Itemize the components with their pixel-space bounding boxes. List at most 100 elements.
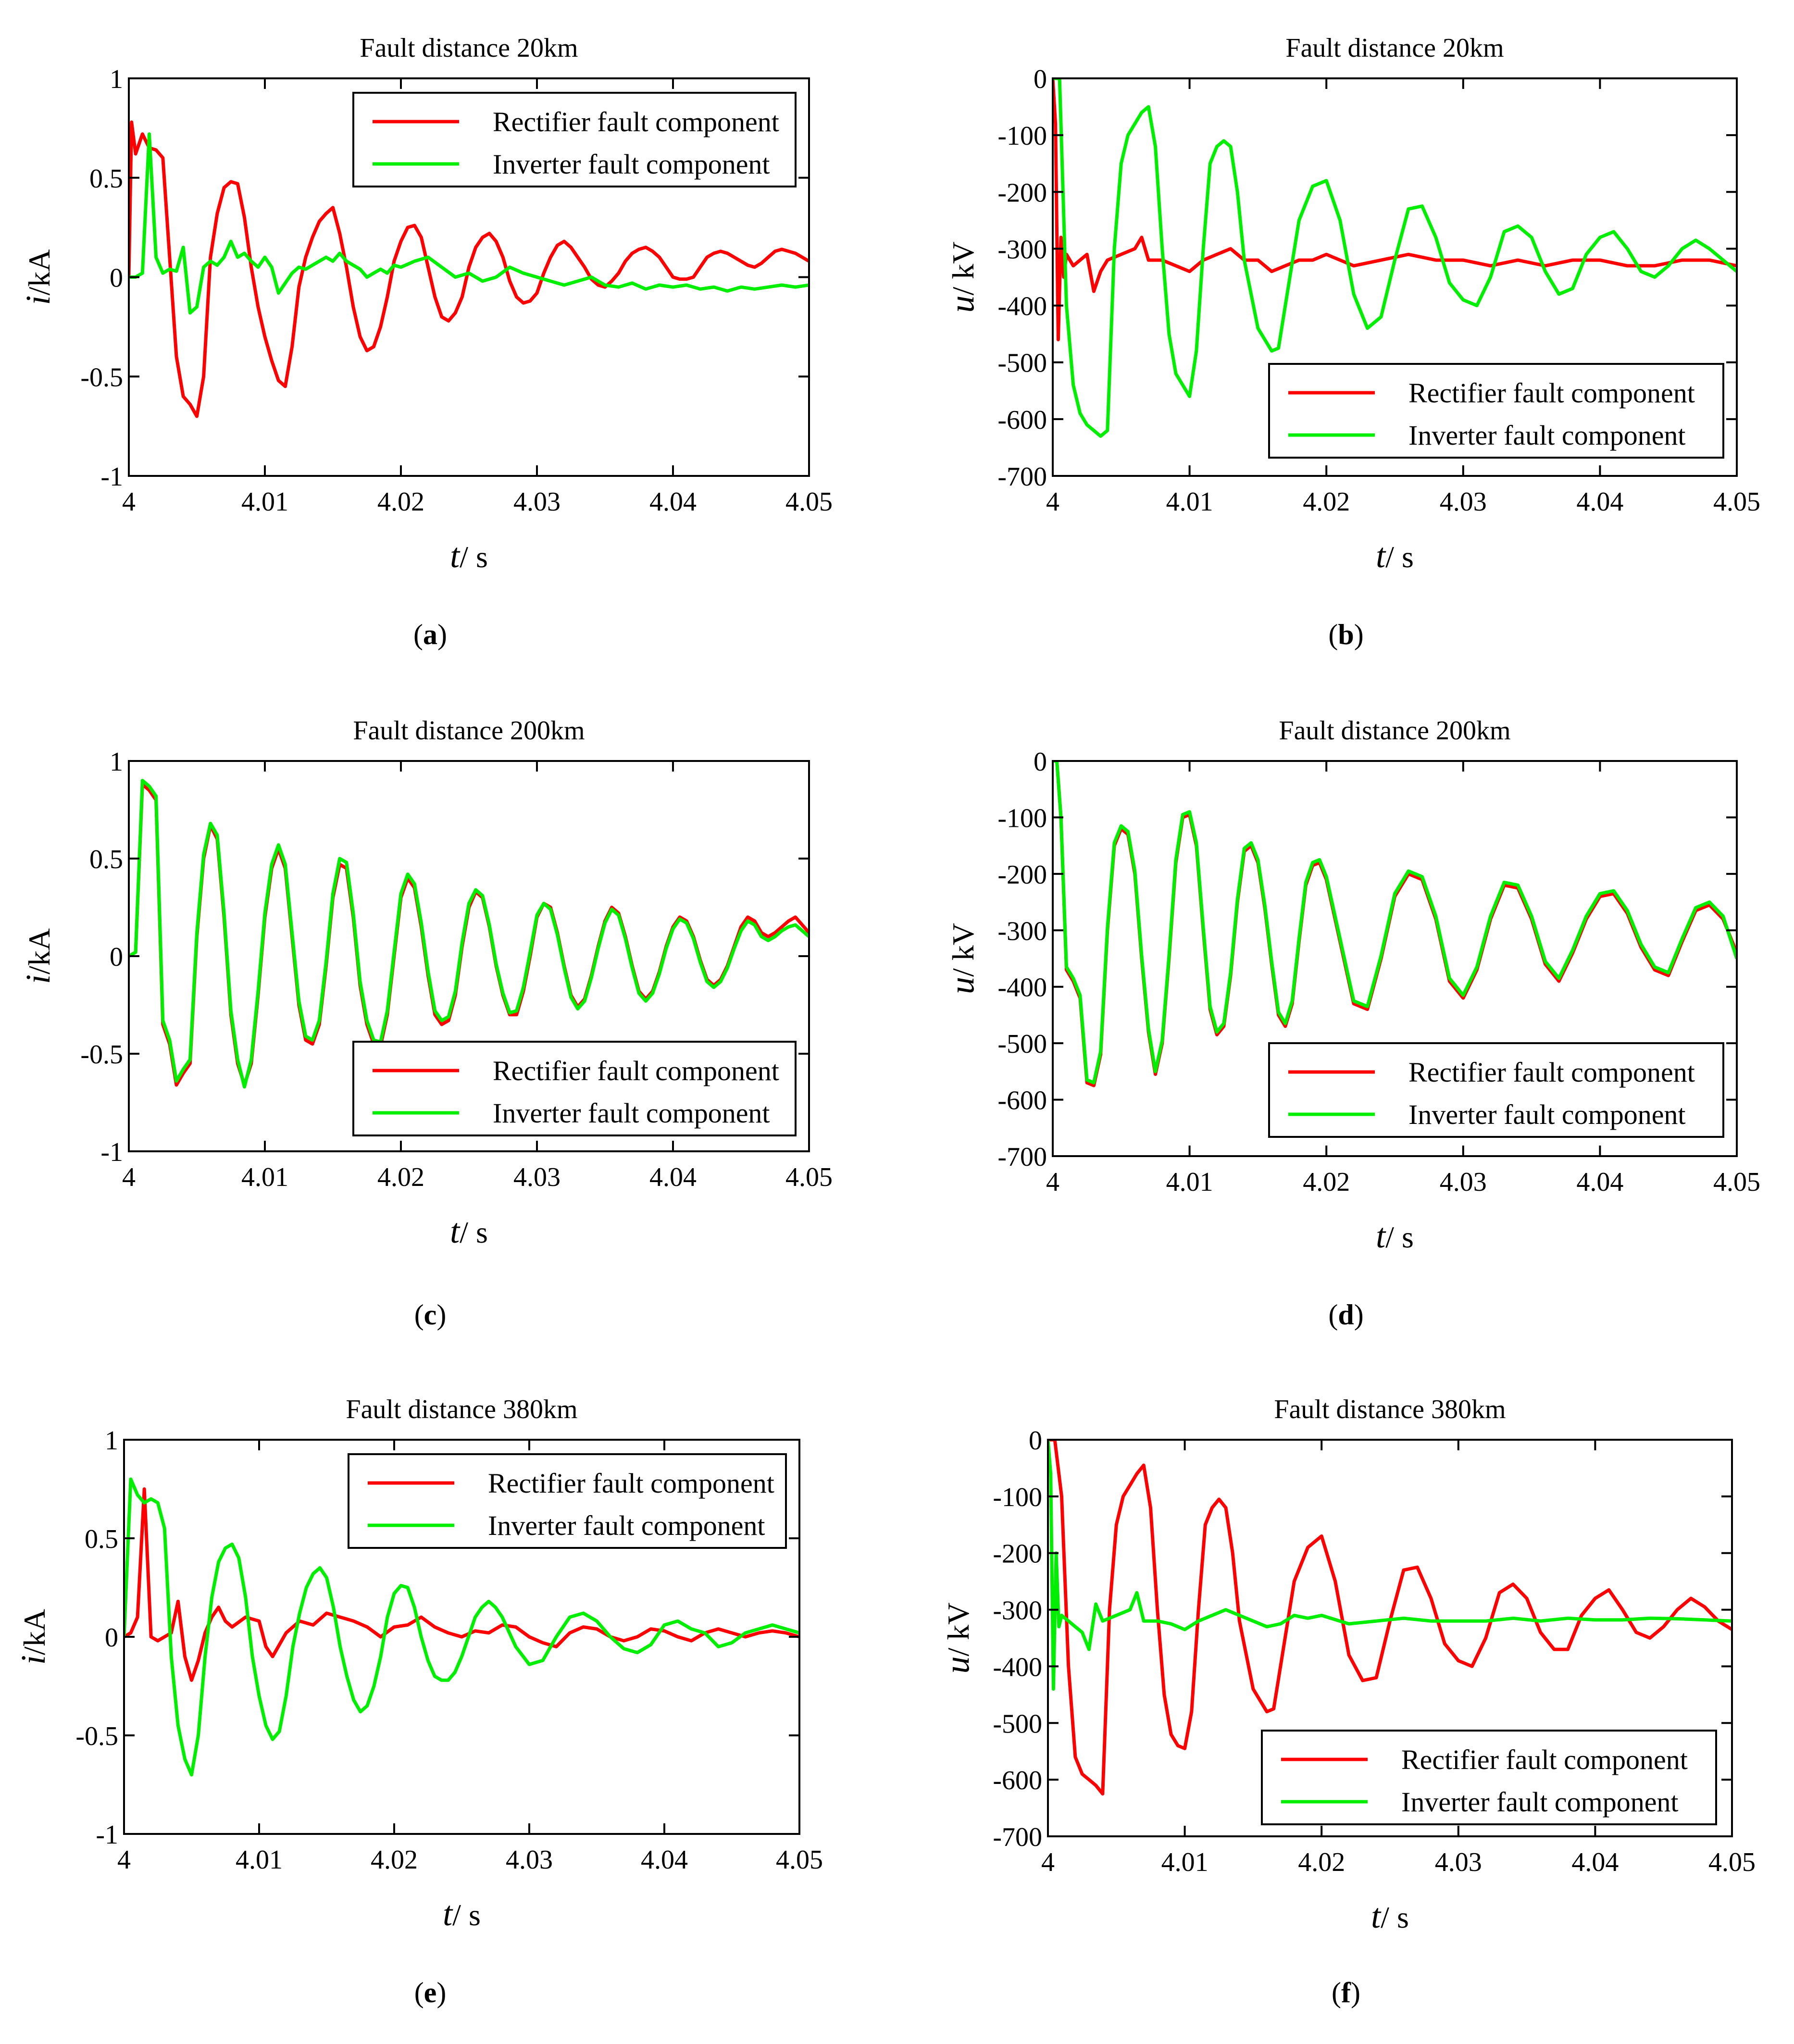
x-tick-label: 4.03 <box>1440 487 1487 517</box>
x-tick-label: 4.01 <box>236 1845 283 1875</box>
legend-box <box>1268 363 1724 459</box>
x-tick-label: 4.05 <box>785 487 833 517</box>
y-tick-label: -300 <box>997 235 1047 264</box>
y-tick-label: 1 <box>110 64 123 94</box>
legend-entry: Inverter fault component <box>488 1510 765 1541</box>
x-tick-label: 4.04 <box>1571 1847 1619 1877</box>
chart-title: Fault distance 380km <box>346 1395 577 1424</box>
x-tick-label: 4.04 <box>649 1162 697 1192</box>
x-tick-label: 4.04 <box>1576 1167 1623 1197</box>
panel-label: (d) <box>1328 1299 1363 1331</box>
panel-a: Fault distance 20km 4 4.01 4.02 4.03 4.04 4.05… <box>19 33 833 650</box>
series-group <box>129 779 809 1089</box>
x-axis-label: t/ s <box>450 1212 488 1250</box>
x-tick-label: 4.03 <box>1435 1847 1482 1877</box>
series-line-inverter <box>1053 78 1737 438</box>
legend: Rectifier fault component Inverter fault … <box>1268 363 1724 459</box>
series-line-rectifier <box>124 1487 799 1682</box>
y-tick-label: -1 <box>100 1137 123 1167</box>
x-tick-label: 4.03 <box>513 1162 561 1192</box>
series-group <box>124 1477 799 1777</box>
y-tick-label: -1 <box>96 1820 118 1850</box>
legend-box <box>352 1041 797 1136</box>
x-axis-label: t/ s <box>443 1894 481 1933</box>
x-tick-label: 4.02 <box>1298 1847 1345 1877</box>
legend-box <box>352 92 797 187</box>
legend-entry: Inverter fault component <box>1401 1786 1679 1818</box>
x-tick-label: 4.04 <box>649 487 697 517</box>
y-tick-label: -700 <box>997 462 1047 492</box>
legend-entry: Rectifier fault component <box>493 1055 779 1086</box>
x-tick-label: 4.05 <box>1713 1167 1760 1197</box>
panel-label: (b) <box>1328 619 1363 650</box>
legend-entry: Inverter fault component <box>1408 420 1686 451</box>
x-tick-label: 4.02 <box>377 1162 424 1192</box>
y-tick-label: -0.5 <box>75 1721 118 1751</box>
x-tick-label: 4.01 <box>241 487 288 517</box>
y-tick-label: -700 <box>993 1822 1042 1852</box>
y-tick-label: -1 <box>100 462 123 492</box>
x-axis-label: t/ s <box>1376 536 1414 575</box>
x-tick-label: 4.02 <box>371 1845 418 1875</box>
series-line-rectifier <box>129 120 809 418</box>
y-tick-label: 1 <box>105 1426 118 1456</box>
legend: Rectifier fault component Inverter fault … <box>1268 1042 1724 1138</box>
y-tick-label: 1 <box>110 747 123 777</box>
x-tick-label: 4.05 <box>776 1845 823 1875</box>
x-tick-label: 4 <box>122 1162 136 1192</box>
series-line-inverter <box>1053 761 1737 1084</box>
y-tick-label: -500 <box>997 1029 1047 1059</box>
panel-d: Fault distance 200km 4 4.01 4.02 4.03 4.04 4.0… <box>943 716 1760 1331</box>
chart-title: Fault distance 200km <box>353 716 585 746</box>
y-tick-label: 0 <box>1034 64 1047 94</box>
y-tick-label: -200 <box>997 178 1047 208</box>
series-line-inverter <box>1048 1440 1732 1691</box>
series-line-inverter <box>129 132 809 315</box>
x-tick-label: 4.01 <box>1161 1847 1208 1877</box>
legend-entry: Inverter fault component <box>493 149 770 180</box>
y-tick-label: -300 <box>997 916 1047 946</box>
x-tick-label: 4.02 <box>1303 487 1350 517</box>
legend-entry: Inverter fault component <box>1408 1099 1686 1130</box>
y-tick-label: 0 <box>110 263 123 293</box>
x-tick-label: 4 <box>117 1845 131 1875</box>
x-tick-label: 4.01 <box>241 1162 288 1192</box>
y-tick-label: -400 <box>997 292 1047 322</box>
panel-c: Fault distance 200km 4 4.01 4.02 4.03 4.04 4.0… <box>19 716 833 1331</box>
legend: Rectifier fault component Inverter fault … <box>352 92 797 187</box>
panel-label: (f) <box>1332 1977 1360 2008</box>
y-tick-label: 0.5 <box>89 845 123 874</box>
legend-entry: Inverter fault component <box>493 1097 770 1129</box>
legend-entry: Rectifier fault component <box>1401 1744 1688 1775</box>
y-tick-label: -600 <box>997 405 1047 435</box>
y-tick-label: -700 <box>997 1142 1047 1172</box>
y-axis-label: i/kA <box>19 928 57 984</box>
y-tick-label: -0.5 <box>80 362 123 392</box>
legend-box <box>1268 1042 1724 1138</box>
panel-b: Fault distance 20km 4 4.01 4.02 4.03 4.04 4.05… <box>943 33 1760 650</box>
x-axis-label: t/ s <box>450 536 488 575</box>
series-group <box>1048 1440 1732 1796</box>
plot-frame <box>1052 77 1738 477</box>
y-tick-label: -600 <box>997 1086 1047 1116</box>
y-tick-label: 0 <box>105 1623 118 1653</box>
legend: Rectifier fault component Inverter fault … <box>348 1453 787 1549</box>
y-tick-label: -200 <box>993 1539 1042 1569</box>
legend: Rectifier fault component Inverter fault … <box>1261 1730 1717 1825</box>
x-tick-label: 4 <box>1046 1167 1059 1197</box>
legend-box <box>1261 1730 1717 1825</box>
x-tick-label: 4.05 <box>1713 487 1760 517</box>
y-tick-label: 0 <box>110 942 123 972</box>
x-tick-label: 4.05 <box>1708 1847 1756 1877</box>
legend-entry: Rectifier fault component <box>493 106 779 137</box>
y-tick-label: -300 <box>993 1596 1042 1626</box>
y-tick-label: -0.5 <box>80 1040 123 1070</box>
x-tick-label: 4.02 <box>1303 1167 1350 1197</box>
legend-entry: Rectifier fault component <box>1408 377 1695 409</box>
x-tick-label: 4.04 <box>1576 487 1623 517</box>
series-group <box>1053 761 1737 1087</box>
y-tick-label: -100 <box>997 803 1047 833</box>
y-tick-label: -100 <box>993 1483 1042 1512</box>
x-tick-label: 4.05 <box>785 1162 833 1192</box>
